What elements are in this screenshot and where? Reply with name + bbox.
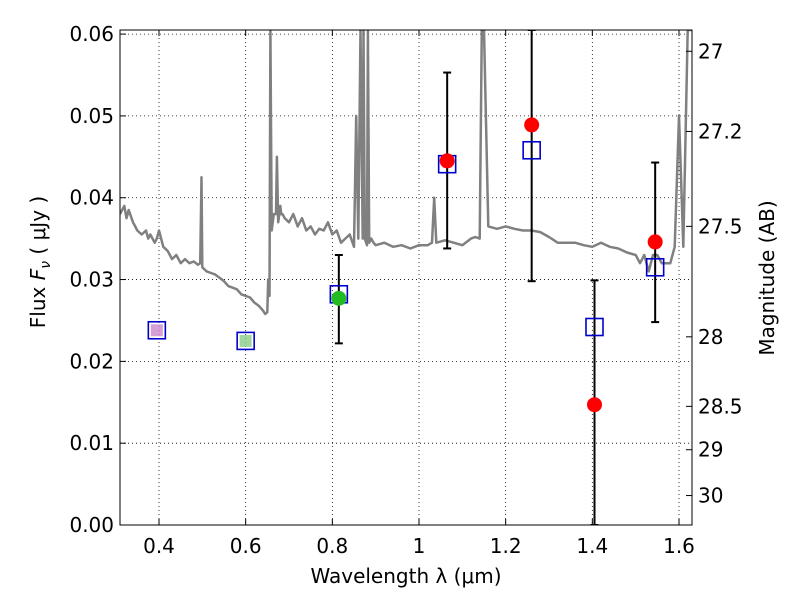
plot-background xyxy=(120,30,692,525)
x-tick-label: 1.6 xyxy=(663,534,695,558)
observed-photometry-point xyxy=(439,153,455,169)
y-tick-label: 0.03 xyxy=(69,268,114,292)
model-photometry-square xyxy=(522,140,541,160)
y-tick-label: 0.01 xyxy=(69,431,114,455)
sed-template-line xyxy=(120,30,692,316)
observed-faint-point xyxy=(150,324,163,337)
y2-tick-label: 28 xyxy=(698,325,723,349)
y-axis-title-unit: ( μJy ) xyxy=(26,196,50,261)
model-photometry-square xyxy=(147,320,167,340)
y2-tick-label: 27.2 xyxy=(698,119,743,143)
x-axis-title: Wavelength λ (μm) xyxy=(310,564,501,588)
y-tick-label: 0.05 xyxy=(69,104,114,128)
y-axis-title: Flux Fν ( μJy ) xyxy=(26,196,54,328)
plot-frame xyxy=(119,29,693,526)
y2-tick-label: 29 xyxy=(698,438,723,462)
model-photometry-square xyxy=(236,331,255,351)
y-axis-title-subscript: ν xyxy=(38,261,54,269)
y2-tick-label: 30 xyxy=(698,484,723,508)
y-axis-title-symbol: F xyxy=(26,268,50,280)
plot-area xyxy=(120,30,692,525)
observed-photometry-point xyxy=(524,117,540,133)
y2-tick-label: 28.5 xyxy=(698,394,743,418)
x-tick-label: 1.2 xyxy=(490,534,522,558)
x-tick-label: 0.6 xyxy=(230,534,262,558)
axis-ticks xyxy=(120,30,692,526)
y-tick-label: 0.04 xyxy=(69,186,114,210)
observed-faint-point xyxy=(239,334,252,347)
y-axis-title-prefix: Flux xyxy=(26,280,50,328)
x-tick-label: 1.4 xyxy=(576,534,608,558)
x-tick-label: 0.8 xyxy=(316,534,348,558)
y2-axis-title: Magnitude (AB) xyxy=(755,200,779,355)
y-tick-label: 0.06 xyxy=(69,22,114,46)
model-photometry-square xyxy=(585,317,604,337)
y-tick-label: 0.00 xyxy=(69,513,114,537)
observed-photometry-point xyxy=(647,234,663,250)
x-tick-label: 1 xyxy=(413,534,426,558)
observed-photometry-point xyxy=(587,397,602,413)
x-tick-label: 0.4 xyxy=(143,534,175,558)
y-tick-label: 0.02 xyxy=(69,349,114,373)
model-photometry-square xyxy=(645,257,665,277)
observed-photometry-point xyxy=(331,290,347,306)
y2-tick-label: 27.5 xyxy=(698,214,743,238)
y2-tick-label: 27 xyxy=(698,39,723,63)
